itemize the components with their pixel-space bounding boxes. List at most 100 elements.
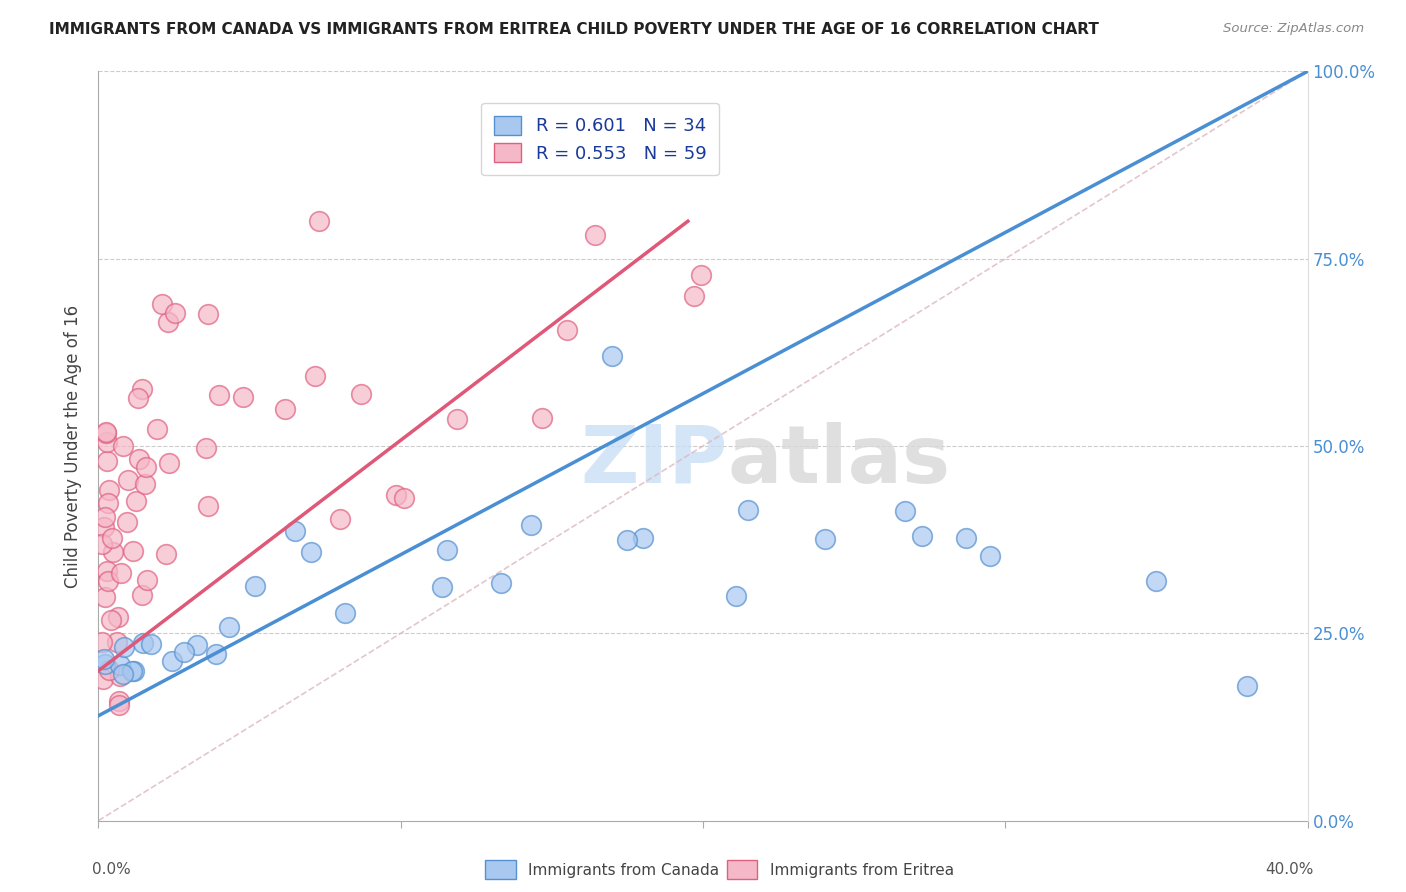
Point <box>304 368 326 383</box>
Point <box>94 590 117 604</box>
Point <box>121 665 143 679</box>
Point <box>105 635 128 649</box>
Point <box>108 657 131 672</box>
Point <box>955 531 977 545</box>
FancyBboxPatch shape <box>727 861 758 880</box>
Point <box>446 411 468 425</box>
Point <box>110 566 132 580</box>
Point <box>689 268 711 282</box>
Point <box>112 640 135 655</box>
Point <box>195 441 218 455</box>
Point <box>602 349 624 363</box>
Text: Immigrants from Canada: Immigrants from Canada <box>527 863 718 878</box>
Point <box>979 549 1001 563</box>
Point <box>94 425 117 440</box>
Point <box>152 297 174 311</box>
Point <box>232 390 254 404</box>
Text: 40.0%: 40.0% <box>1265 862 1313 877</box>
Point <box>491 576 513 591</box>
Point <box>93 652 115 666</box>
Point <box>392 491 415 506</box>
Point <box>683 289 706 303</box>
Point <box>98 663 121 677</box>
Point <box>135 573 157 587</box>
Point <box>91 635 114 649</box>
FancyBboxPatch shape <box>485 861 516 880</box>
Point <box>127 391 149 405</box>
Point <box>911 529 934 543</box>
Point <box>284 524 307 539</box>
Point <box>724 589 747 603</box>
Text: IMMIGRANTS FROM CANADA VS IMMIGRANTS FROM ERITREA CHILD POVERTY UNDER THE AGE OF: IMMIGRANTS FROM CANADA VS IMMIGRANTS FRO… <box>49 22 1099 37</box>
Text: 0.0%: 0.0% <box>93 862 131 877</box>
Point <box>107 698 129 712</box>
Point <box>101 545 124 559</box>
Point <box>173 645 195 659</box>
Point <box>122 543 145 558</box>
Point <box>94 426 117 441</box>
Point <box>93 520 115 534</box>
Point <box>134 476 156 491</box>
Point <box>197 307 219 321</box>
Point <box>131 589 153 603</box>
Point <box>335 606 357 620</box>
Point <box>125 494 148 508</box>
Point <box>1144 574 1167 588</box>
Point <box>157 315 180 329</box>
Point <box>274 401 297 416</box>
Point <box>100 613 122 627</box>
Point <box>97 496 120 510</box>
Point <box>131 382 153 396</box>
Point <box>124 664 146 678</box>
Point <box>117 473 139 487</box>
Point <box>108 694 131 708</box>
Point <box>91 672 114 686</box>
Point <box>430 580 453 594</box>
Point <box>91 537 114 551</box>
Point <box>737 503 759 517</box>
Point <box>160 654 183 668</box>
Point <box>107 610 129 624</box>
Text: ZIP: ZIP <box>579 422 727 500</box>
Point <box>111 439 134 453</box>
Point <box>101 531 124 545</box>
Point <box>197 499 219 513</box>
Point <box>243 579 266 593</box>
Point <box>384 488 406 502</box>
Point <box>616 533 638 547</box>
Point <box>531 411 554 425</box>
Text: atlas: atlas <box>727 422 950 500</box>
Legend: R = 0.601   N = 34, R = 0.553   N = 59: R = 0.601 N = 34, R = 0.553 N = 59 <box>481 103 718 175</box>
Point <box>350 387 373 401</box>
Point <box>894 503 917 517</box>
Point <box>186 638 208 652</box>
Point <box>98 483 121 498</box>
Point <box>163 306 186 320</box>
Point <box>436 543 458 558</box>
Point <box>96 435 118 450</box>
Point <box>814 532 837 546</box>
Y-axis label: Child Poverty Under the Age of 16: Child Poverty Under the Age of 16 <box>65 304 83 588</box>
Point <box>204 647 226 661</box>
Point <box>520 518 543 533</box>
Point <box>631 532 654 546</box>
Text: Source: ZipAtlas.com: Source: ZipAtlas.com <box>1223 22 1364 36</box>
Point <box>93 657 115 671</box>
Point <box>299 545 322 559</box>
Point <box>329 512 352 526</box>
Point <box>111 667 134 681</box>
Point <box>94 510 117 524</box>
Point <box>583 227 606 242</box>
Point <box>135 459 157 474</box>
Point <box>218 620 240 634</box>
Point <box>115 515 138 529</box>
Point <box>139 638 162 652</box>
Point <box>96 454 118 468</box>
Point <box>96 564 118 578</box>
Point <box>308 214 330 228</box>
Point <box>108 669 131 683</box>
Point <box>157 456 180 470</box>
Point <box>1236 679 1258 693</box>
Point <box>155 548 177 562</box>
Point <box>208 388 231 402</box>
